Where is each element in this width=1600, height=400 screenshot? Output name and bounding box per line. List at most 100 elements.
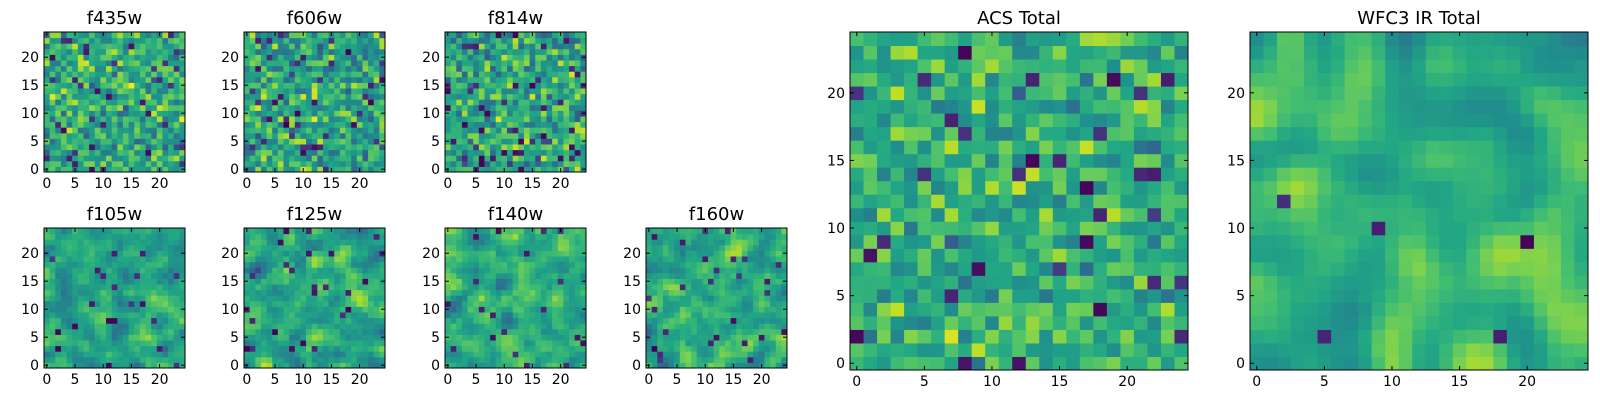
heatmap-cell bbox=[368, 284, 375, 291]
heatmap-cell bbox=[317, 138, 324, 145]
heatmap-cell bbox=[334, 127, 341, 134]
heatmap-cell bbox=[518, 54, 525, 61]
heatmap-cell bbox=[311, 121, 318, 128]
heatmap-cell bbox=[283, 256, 290, 263]
heatmap-cell bbox=[249, 166, 256, 173]
heatmap-cell bbox=[651, 351, 658, 358]
heatmap-cell bbox=[362, 127, 369, 134]
heatmap-cell bbox=[552, 132, 559, 139]
heatmap-cell bbox=[473, 37, 480, 44]
heatmap-cell bbox=[179, 267, 186, 274]
heatmap-cell bbox=[512, 289, 519, 296]
heatmap-cell bbox=[162, 43, 169, 50]
heatmap-cell bbox=[151, 340, 158, 347]
heatmap-cell bbox=[351, 93, 358, 100]
heatmap-cell bbox=[518, 116, 525, 123]
heatmap-cell bbox=[1052, 315, 1067, 330]
heatmap-cell bbox=[89, 132, 96, 139]
heatmap-cell bbox=[151, 93, 158, 100]
heatmap-cell bbox=[94, 121, 101, 128]
heatmap-cell bbox=[478, 99, 485, 106]
heatmap-cell bbox=[122, 110, 130, 117]
heatmap-cell bbox=[890, 302, 905, 317]
heatmap-cell bbox=[450, 300, 457, 307]
heatmap-cell bbox=[249, 356, 256, 363]
heatmap-cell bbox=[495, 356, 502, 363]
heatmap-cell bbox=[1160, 207, 1175, 222]
heatmap-cell bbox=[904, 248, 919, 263]
x-tick-label: 10 bbox=[294, 372, 312, 388]
heatmap-cell bbox=[484, 272, 491, 279]
heatmap-cell bbox=[139, 362, 147, 369]
heatmap-cell bbox=[580, 351, 587, 358]
heatmap-cell bbox=[339, 312, 347, 319]
heatmap-cell bbox=[1039, 315, 1054, 330]
heatmap-cell bbox=[478, 340, 485, 347]
heatmap-cell bbox=[94, 37, 101, 44]
heatmap-cell bbox=[574, 244, 581, 251]
heatmap-cell bbox=[134, 43, 141, 50]
heatmap-cell bbox=[535, 323, 542, 330]
heatmap-cell bbox=[546, 155, 553, 162]
heatmap-cell bbox=[173, 88, 180, 95]
heatmap-cell bbox=[260, 345, 268, 352]
heatmap-cell bbox=[473, 317, 480, 324]
heatmap-cell bbox=[168, 132, 175, 139]
heatmap-cell bbox=[162, 88, 169, 95]
heatmap-cell bbox=[66, 228, 73, 235]
heatmap-cell bbox=[651, 244, 658, 251]
heatmap-cell bbox=[569, 48, 576, 55]
heatmap-cell bbox=[507, 317, 514, 324]
heatmap-cell bbox=[244, 104, 251, 111]
heatmap-cell bbox=[362, 340, 369, 347]
heatmap-cell bbox=[100, 306, 107, 313]
heatmap-cell bbox=[373, 149, 380, 156]
heatmap-cell bbox=[145, 244, 152, 251]
heatmap-cell bbox=[501, 116, 508, 123]
heatmap-cell bbox=[77, 116, 84, 123]
heatmap-cell bbox=[362, 306, 369, 313]
heatmap-cell bbox=[328, 160, 335, 167]
heatmap-cell bbox=[134, 289, 141, 296]
heatmap-cell bbox=[351, 99, 358, 106]
heatmap-cell bbox=[44, 104, 51, 111]
heatmap-cell bbox=[569, 132, 576, 139]
heatmap-cell bbox=[456, 300, 463, 307]
heatmap-cell bbox=[569, 272, 576, 279]
heatmap-cell bbox=[289, 43, 296, 50]
heatmap-cell bbox=[563, 104, 570, 111]
heatmap-cell bbox=[450, 48, 457, 55]
heatmap-cell bbox=[89, 256, 96, 263]
heatmap-cell bbox=[456, 362, 463, 369]
heatmap-cell bbox=[311, 43, 318, 50]
heatmap-cell bbox=[691, 351, 698, 358]
heatmap-cell bbox=[255, 37, 262, 44]
heatmap-cell bbox=[122, 82, 130, 89]
heatmap-cell bbox=[122, 116, 130, 123]
heatmap-cell bbox=[679, 233, 686, 240]
heatmap-cell bbox=[535, 127, 542, 134]
heatmap-cell bbox=[49, 272, 56, 279]
heatmap-cell bbox=[473, 250, 480, 257]
heatmap-cell bbox=[490, 345, 497, 352]
heatmap-cell bbox=[379, 121, 386, 128]
heatmap-cell bbox=[283, 317, 290, 324]
heatmap-cell bbox=[529, 99, 536, 106]
heatmap-cell bbox=[249, 323, 256, 330]
heatmap-cell bbox=[507, 328, 514, 335]
heatmap-cell bbox=[373, 166, 380, 173]
heatmap-cell bbox=[563, 82, 570, 89]
heatmap-cell bbox=[311, 239, 318, 246]
heatmap-cell bbox=[89, 272, 96, 279]
heatmap-cell bbox=[770, 284, 777, 291]
heatmap-cell bbox=[546, 76, 553, 83]
heatmap-cell bbox=[266, 328, 273, 335]
heatmap-cell bbox=[512, 127, 519, 134]
heatmap-cell bbox=[702, 278, 709, 285]
heatmap-cell bbox=[850, 356, 865, 371]
heatmap-cell bbox=[362, 76, 369, 83]
heatmap-cell bbox=[111, 166, 118, 173]
heatmap-cell bbox=[311, 233, 318, 240]
heatmap-cell bbox=[300, 244, 307, 251]
heatmap-cell bbox=[289, 250, 296, 257]
